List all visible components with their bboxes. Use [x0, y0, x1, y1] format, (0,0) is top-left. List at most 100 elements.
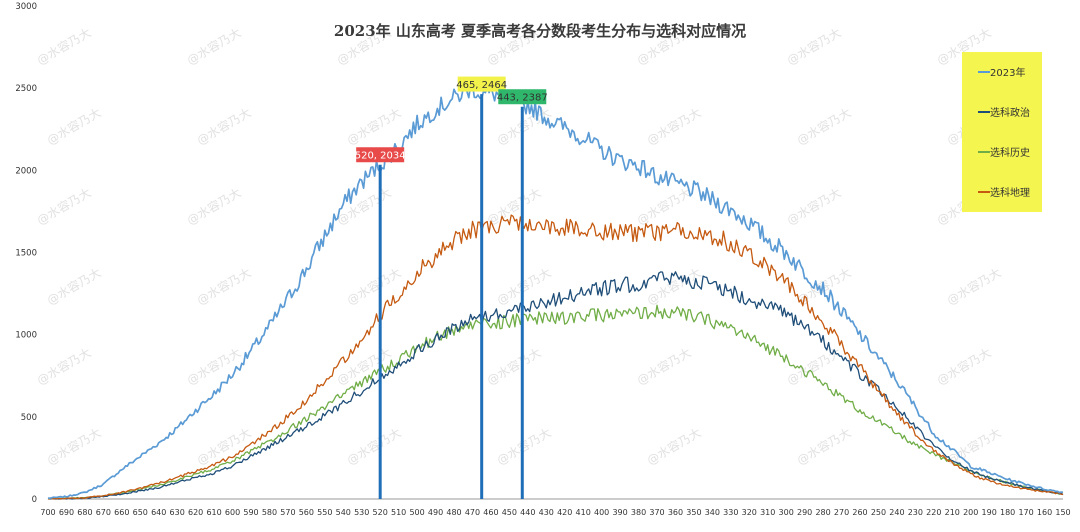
x-tick-label: 460: [483, 508, 498, 517]
watermark-text: @水容乃大: [634, 345, 693, 388]
watermark-text: @水容乃大: [934, 345, 993, 388]
watermark-text: @水容乃大: [784, 185, 843, 228]
x-tick-label: 640: [151, 508, 166, 517]
x-tick-label: 320: [742, 508, 757, 517]
y-tick-label: 3000: [15, 2, 37, 12]
x-tick-label: 430: [539, 508, 554, 517]
x-tick-label: 700: [40, 508, 55, 517]
watermark-text: @水容乃大: [194, 105, 253, 148]
x-tick-label: 300: [779, 508, 794, 517]
x-tick-label: 620: [188, 508, 203, 517]
watermark-text: @水容乃大: [34, 185, 93, 228]
x-tick-label: 540: [336, 508, 351, 517]
watermark-text: @水容乃大: [794, 425, 853, 468]
x-tick-label: 530: [354, 508, 369, 517]
legend-label: 选科历史: [990, 146, 1030, 159]
watermark-text: @水容乃大: [344, 105, 403, 148]
watermark-text: @水容乃大: [194, 265, 253, 308]
x-tick-label: 220: [926, 508, 941, 517]
y-tick-label: 1500: [15, 249, 37, 259]
x-tick-label: 390: [612, 508, 627, 517]
x-tick-label: 270: [834, 508, 849, 517]
series-line: [47, 271, 1064, 500]
legend-label: 2023年: [990, 66, 1025, 79]
watermark-text: @水容乃大: [644, 105, 703, 148]
x-tick-label: 580: [262, 508, 277, 517]
watermark-text: @水容乃大: [484, 345, 543, 388]
x-tick-label: 490: [428, 508, 443, 517]
watermark-text: @水容乃大: [34, 25, 93, 68]
x-tick-label: 240: [889, 508, 904, 517]
x-tick-label: 600: [225, 508, 240, 517]
x-tick-label: 520: [373, 508, 388, 517]
annotation-badge: [356, 147, 405, 163]
series-line: [47, 214, 1064, 500]
x-tick-label: 550: [317, 508, 332, 517]
legend-label: 选科政治: [990, 106, 1030, 119]
x-tick-label: 630: [170, 508, 185, 517]
watermark-text: @水容乃大: [344, 425, 403, 468]
watermark-text: @水容乃大: [784, 25, 843, 68]
x-tick-label: 500: [409, 508, 424, 517]
x-tick-label: 680: [77, 508, 92, 517]
y-tick-label: 2000: [15, 166, 37, 176]
watermark-text: @水容乃大: [34, 345, 93, 388]
x-tick-label: 210: [945, 508, 960, 517]
x-tick-label: 660: [114, 508, 129, 517]
annotation-label: 465, 2464: [456, 80, 507, 91]
series-line: [47, 82, 1064, 500]
watermark-text: @水容乃大: [44, 105, 103, 148]
axes: 0 500 1000 1500 2000 2500 3000 700 690 680 670 660 6…: [15, 2, 1070, 517]
x-tick-label: 340: [705, 508, 720, 517]
x-tick-label: 160: [1037, 508, 1052, 517]
y-tick-label: 0: [32, 495, 37, 505]
x-tick-label: 230: [908, 508, 923, 517]
watermark-text: @水容乃大: [184, 345, 243, 388]
x-tick-label: 480: [446, 508, 461, 517]
x-tick-label: 450: [502, 508, 517, 517]
y-tick-label: 500: [21, 413, 37, 423]
x-tick-label: 260: [852, 508, 867, 517]
watermark-text: @水容乃大: [44, 425, 103, 468]
x-tick-label: 650: [133, 508, 148, 517]
annotation-label: 520, 2034: [355, 151, 406, 162]
x-tick-label: 180: [1000, 508, 1015, 517]
watermark-text: @水容乃大: [184, 25, 243, 68]
x-tick-label: 350: [686, 508, 701, 517]
annotation-vlines: [378, 94, 524, 499]
x-tick-label: 290: [797, 508, 812, 517]
series-line: [47, 304, 1064, 500]
x-tick-label: 510: [391, 508, 406, 517]
x-tick-label: 200: [963, 508, 978, 517]
watermark-text: @水容乃大: [644, 425, 703, 468]
x-tick-label: 150: [1055, 508, 1070, 517]
x-tick-label: 670: [96, 508, 111, 517]
annotation-badge: [457, 76, 506, 92]
x-tick-label: 370: [649, 508, 664, 517]
chart-title: 2023年 山东高考 夏季高考各分数段考生分布与选科对应情况: [334, 22, 746, 40]
x-tick-label: 380: [631, 508, 646, 517]
x-tick-label: 400: [594, 508, 609, 517]
x-tick-label: 570: [280, 508, 295, 517]
annotation-label: 443, 2387: [497, 93, 548, 104]
legend-label: 选科地理: [990, 186, 1030, 199]
watermark-text: @水容乃大: [634, 185, 693, 228]
x-tick-label: 410: [576, 508, 591, 517]
watermark-text: @水容乃大: [944, 265, 1003, 308]
watermark-text: @水容乃大: [794, 105, 853, 148]
x-tick-label: 420: [557, 508, 572, 517]
x-tick-label: 610: [206, 508, 221, 517]
x-tick-label: 250: [871, 508, 886, 517]
x-tick-label: 170: [1018, 508, 1033, 517]
x-tick-label: 310: [760, 508, 775, 517]
x-tick-label: 690: [59, 508, 74, 517]
watermark-text: @水容乃大: [184, 185, 243, 228]
x-tick-label: 440: [520, 508, 535, 517]
x-tick-label: 190: [982, 508, 997, 517]
annotation-labels: 520, 2034 465, 2464 443, 2387: [355, 76, 548, 163]
legend-box: [962, 52, 1042, 212]
watermark-text: @水容乃大: [194, 425, 253, 468]
x-tick-label: 560: [299, 508, 314, 517]
